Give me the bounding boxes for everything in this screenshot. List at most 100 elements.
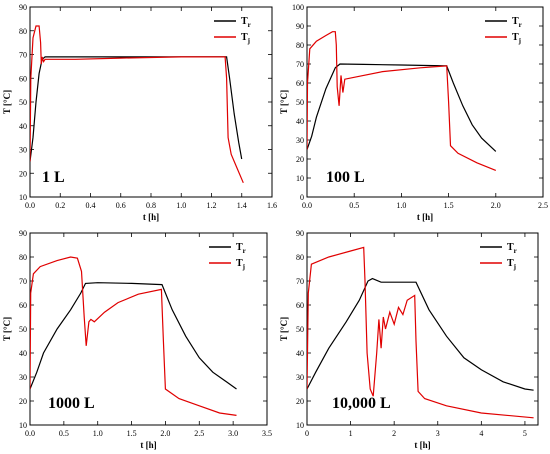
x-tick-label: 1 [349,429,353,438]
x-axis-label: t [h] [140,440,156,450]
x-tick-label: 0.5 [59,429,69,438]
y-tick-label: 60 [296,301,304,310]
x-tick-label: 1.5 [127,429,137,438]
y-tick-label: 80 [19,27,27,36]
x-tick-label: 0.0 [25,429,35,438]
x-tick-label: 0.8 [146,201,156,210]
x-tick-label: 2 [392,429,396,438]
y-tick-label: 30 [296,373,304,382]
y-tick-label: 30 [19,373,27,382]
x-tick-label: 0.4 [86,201,96,210]
y-tick-label: 60 [19,301,27,310]
x-tick-label: 2.0 [160,429,170,438]
legend-label: Tr [236,242,246,255]
y-tick-label: 10 [296,421,304,430]
y-axis-label: T [°C] [2,317,12,341]
x-tick-label: 1.0 [396,201,406,210]
x-tick-label: 1.6 [267,201,277,210]
y-tick-label: 40 [296,117,304,126]
legend-label: Tr [512,16,522,29]
y-tick-label: 90 [296,22,304,31]
x-tick-label: 3.5 [262,429,272,438]
y-axis-label: T [°C] [2,90,12,114]
x-axis-label: t [h] [417,212,433,222]
chart-panel-1: 0.0 0.2 0.4 0.6 0.8 1.0 1.2 1.4 1.6 10 20 30 40 50 60 7… [2,3,277,222]
y-tick-label: 60 [19,74,27,83]
y-tick-label: 60 [296,79,304,88]
legend-label: Tr [241,16,251,29]
series-line-T-j [30,25,244,184]
y-tick-label: 80 [296,253,304,262]
y-tick-label: 20 [19,397,27,406]
x-tick-label: 3 [436,429,440,438]
y-tick-label: 40 [19,349,27,358]
y-tick-label: 90 [19,3,27,12]
plot-frame [29,6,273,198]
x-tick-label: 5 [523,429,527,438]
x-tick-label: 0.2 [55,201,65,210]
x-tick-label: 4 [479,429,483,438]
volume-label: 1000 L [48,395,95,412]
series-line-T-r [307,277,534,391]
x-axis-label: t [h] [143,212,159,222]
y-tick-label: 50 [296,325,304,334]
y-tick-label: 90 [296,229,304,238]
y-tick-label: 0 [300,193,304,202]
x-tick-label: 0.0 [25,201,35,210]
y-tick-label: 10 [19,193,27,202]
y-tick-label: 10 [19,421,27,430]
legend-label: Tj [241,32,250,45]
legend-label: Tj [512,32,521,45]
x-tick-label: 0 [305,429,309,438]
x-tick-label: 0.6 [116,201,126,210]
x-tick-label: 1.2 [207,201,217,210]
chart-panel-3: 0.0 0.5 1.0 1.5 2.0 2.5 3.0 3.5 10 20 30 40 50 60 70 80… [2,229,272,450]
legend-label: Tj [507,258,516,271]
y-tick-label: 20 [296,155,304,164]
x-tick-label: 1.0 [93,429,103,438]
x-tick-label: 1.0 [176,201,186,210]
y-tick-label: 80 [296,41,304,50]
series-line-T-j [307,31,497,171]
y-tick-label: 40 [296,349,304,358]
x-tick-label: 1.5 [444,201,454,210]
series-line-T-r [30,282,237,390]
x-tick-label: 0.0 [302,201,312,210]
y-tick-label: 90 [19,229,27,238]
y-tick-label: 70 [296,277,304,286]
y-tick-label: 50 [296,98,304,107]
volume-label: 10,000 L [332,395,391,412]
series-line-T-r [307,63,497,152]
x-tick-label: 1.4 [237,201,247,210]
y-axis-label: T [°C] [279,317,289,341]
volume-label: 1 L [42,169,65,186]
legend-label: Tj [236,258,245,271]
x-tick-label: 0.5 [349,201,359,210]
y-tick-label: 10 [296,174,304,183]
x-axis-label: t [h] [414,440,430,450]
x-tick-label: 2.5 [194,429,204,438]
y-tick-label: 30 [296,136,304,145]
y-tick-label: 20 [296,397,304,406]
y-tick-label: 70 [19,51,27,60]
y-tick-label: 80 [19,253,27,262]
x-tick-label: 3.0 [228,429,238,438]
y-tick-label: 50 [19,325,27,334]
series-line-T-r [30,56,243,162]
y-tick-label: 70 [296,60,304,69]
volume-label: 100 L [326,169,365,186]
y-tick-label: 30 [19,146,27,155]
y-axis-label: T [°C] [279,90,289,114]
legend-label: Tr [507,242,517,255]
y-tick-label: 20 [19,169,27,178]
chart-panel-2: 0.0 0.5 1.0 1.5 2.0 2.5 0 10 20 30 40 50 60 70 80 90 100… [279,3,548,222]
y-tick-label: 50 [19,98,27,107]
x-tick-label: 2.5 [538,201,548,210]
y-tick-label: 70 [19,277,27,286]
series-line-T-j [30,256,237,416]
y-tick-label: 40 [19,122,27,131]
chart-panel-4: 0 1 2 3 4 5 10 20 30 40 50 60 70 80 90 t [h] T [°C] Tr Tj 1… [279,229,539,450]
series-line-T-j [307,246,534,419]
x-tick-label: 2.0 [491,201,501,210]
